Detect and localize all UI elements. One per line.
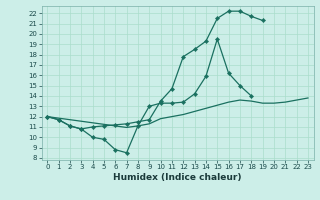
X-axis label: Humidex (Indice chaleur): Humidex (Indice chaleur): [113, 173, 242, 182]
